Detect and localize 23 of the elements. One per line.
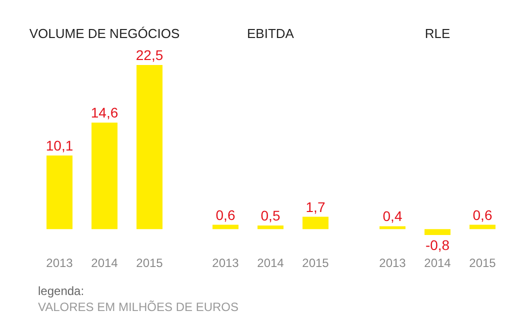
data-label: 14,6 (90, 104, 118, 121)
data-label: -0,8 (425, 237, 450, 253)
x-tick-label: 2014 (257, 256, 284, 270)
chart-title: EBITDA (247, 26, 294, 41)
data-label: 0,6 (472, 206, 492, 223)
x-tick-label: 2014 (424, 256, 452, 270)
data-label: 0,6 (216, 206, 236, 223)
data-label: 1,7 (306, 198, 326, 215)
text: VALORES EM MILHÕES DE EUROS (38, 299, 238, 315)
x-tick-label: 2015 (136, 256, 164, 270)
x-tick-label: 2014 (91, 256, 118, 270)
chart-title: VOLUME DE NEGÓCIOS (29, 26, 180, 41)
data-label: 10,1 (46, 137, 74, 154)
x-tick-label: 2015 (469, 256, 496, 270)
text: legenda: (38, 283, 86, 299)
x-tick-label: 2013 (379, 256, 406, 270)
data-label: 0,4 (382, 208, 402, 224)
x-tick-label: 2015 (302, 256, 330, 270)
data-label: 22,5 (136, 47, 164, 63)
data-label: 0,5 (260, 208, 280, 224)
chart-title: RLE (424, 26, 450, 41)
x-tick-label: 2013 (212, 256, 240, 270)
x-tick-label: 2013 (46, 256, 74, 270)
